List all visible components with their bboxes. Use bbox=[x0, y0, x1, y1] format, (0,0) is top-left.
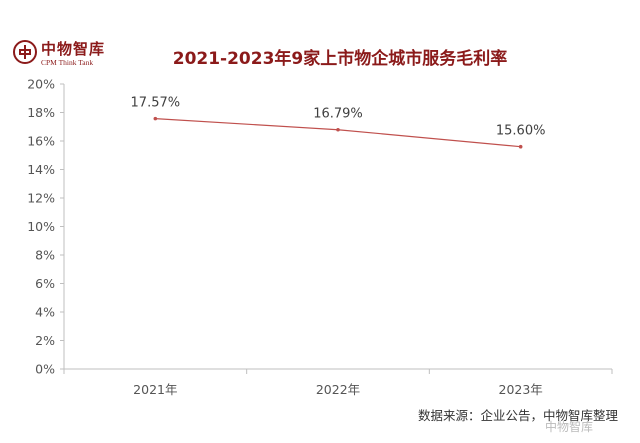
chart-title: 2021-2023年9家上市物企城市服务毛利率 bbox=[172, 49, 508, 69]
source-note: 数据来源：企业公告，中物智库整理 bbox=[417, 408, 618, 423]
watermark: 中物智库 bbox=[545, 420, 594, 434]
y-tick-label: 4% bbox=[35, 305, 55, 320]
x-tick-label: 2023年 bbox=[499, 382, 543, 397]
x-tick-label: 2022年 bbox=[316, 382, 360, 397]
data-point bbox=[336, 127, 340, 132]
y-tick-label: 20% bbox=[27, 77, 55, 92]
series: 17.57% 16.79% 15.60% bbox=[131, 96, 546, 149]
y-tick-label: 0% bbox=[35, 362, 55, 377]
y-tick-label: 14% bbox=[27, 162, 55, 177]
series-line bbox=[155, 118, 521, 148]
x-tick-label: 2021年 bbox=[133, 382, 177, 397]
y-tick-label: 8% bbox=[35, 248, 55, 263]
logo-seal-icon bbox=[13, 40, 37, 64]
logo-name-cn: 中物智库 bbox=[41, 40, 106, 58]
data-label: 15.60% bbox=[496, 124, 546, 139]
data-label: 17.57% bbox=[131, 96, 181, 111]
y-tick-label: 12% bbox=[27, 191, 55, 206]
logo: 中物智库 CPM Think Tank bbox=[13, 38, 133, 72]
x-axis: 2021年 2022年 2023年 bbox=[63, 368, 613, 397]
y-tick-label: 18% bbox=[27, 105, 55, 120]
y-tick-label: 10% bbox=[27, 219, 55, 234]
y-tick-label: 2% bbox=[35, 333, 55, 348]
data-label: 16.79% bbox=[313, 107, 363, 122]
y-tick-label: 6% bbox=[35, 276, 55, 291]
y-tick-label: 16% bbox=[27, 134, 55, 149]
logo-name-en: CPM Think Tank bbox=[41, 58, 94, 67]
data-point bbox=[518, 144, 523, 149]
data-point bbox=[153, 116, 158, 121]
y-axis: 0% 2% 4% 6% 8% 10% 12% 14% 16% 18% 20% bbox=[27, 77, 65, 377]
